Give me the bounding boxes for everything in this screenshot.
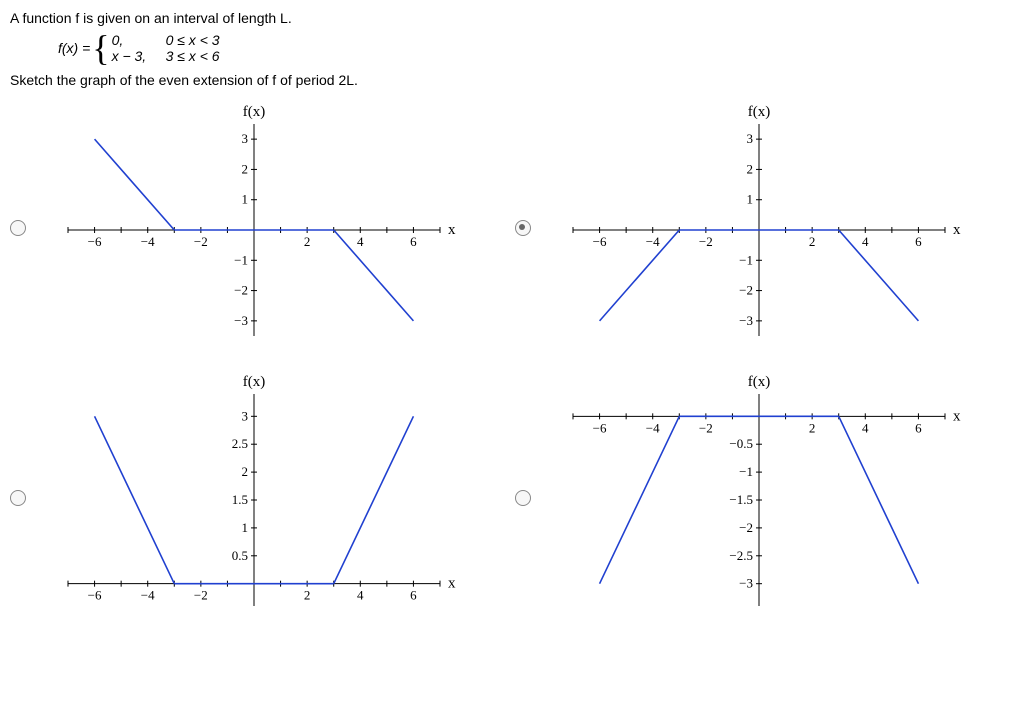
svg-text:−2: −2: [194, 234, 208, 249]
question-intro: A function f is given on an interval of …: [10, 10, 1014, 26]
svg-text:−1: −1: [739, 253, 753, 268]
function-definition: f(x) = { 0, 0 ≤ x < 3 x − 3, 3 ≤ x < 6: [58, 32, 1014, 64]
svg-text:−1: −1: [234, 253, 248, 268]
svg-text:−1.5: −1.5: [729, 492, 753, 507]
svg-text:−6: −6: [88, 234, 102, 249]
svg-text:6: 6: [915, 421, 922, 436]
fx-label: f(x) =: [58, 40, 90, 56]
svg-text:6: 6: [410, 234, 417, 249]
svg-text:6: 6: [410, 588, 417, 603]
svg-text:2.5: 2.5: [232, 437, 248, 452]
svg-text:3: 3: [242, 132, 249, 147]
svg-text:2: 2: [809, 421, 816, 436]
option-a[interactable]: −6 −4 −2 2 4 6 −3 −2 −1 1 2 3 f(x) x: [10, 98, 505, 358]
svg-text:1: 1: [242, 520, 249, 535]
svg-text:4: 4: [357, 234, 364, 249]
instruction-text: Sketch the graph of the even extension o…: [10, 72, 1014, 88]
svg-text:−4: −4: [141, 234, 155, 249]
svg-text:−3: −3: [739, 313, 753, 328]
svg-text:−4: −4: [141, 588, 155, 603]
svg-text:−6: −6: [593, 234, 607, 249]
case2-value: x − 3,: [112, 48, 166, 64]
svg-text:−2.5: −2.5: [729, 548, 753, 563]
svg-text:−2: −2: [699, 421, 713, 436]
svg-text:−4: −4: [646, 234, 660, 249]
options-grid: −6 −4 −2 2 4 6 −3 −2 −1 1 2 3 f(x) x −6 −4 −2 2 4 6 −3 −2 −1 1…: [10, 98, 1010, 628]
svg-text:−6: −6: [88, 588, 102, 603]
radio-c[interactable]: [10, 490, 26, 506]
option-b[interactable]: −6 −4 −2 2 4 6 −3 −2 −1 1 2 3 f(x) x: [515, 98, 1010, 358]
svg-text:f(x): f(x): [243, 374, 266, 390]
svg-text:0.5: 0.5: [232, 548, 248, 563]
svg-text:x: x: [953, 222, 961, 238]
plot-c: −6 −4 −2 2 4 6 0.5 1 1.5 2 2.5 3 f(x) x: [34, 368, 464, 628]
svg-text:x: x: [448, 576, 456, 592]
svg-text:−3: −3: [234, 313, 248, 328]
svg-text:2: 2: [304, 588, 311, 603]
svg-text:−3: −3: [739, 576, 753, 591]
svg-text:1: 1: [242, 192, 249, 207]
svg-text:1: 1: [747, 192, 754, 207]
svg-text:2: 2: [809, 234, 816, 249]
case1-condition: 0 ≤ x < 3: [166, 32, 220, 48]
option-c[interactable]: −6 −4 −2 2 4 6 0.5 1 1.5 2 2.5 3 f(x) x: [10, 368, 505, 628]
plot-a: −6 −4 −2 2 4 6 −3 −2 −1 1 2 3 f(x) x: [34, 98, 464, 358]
radio-b[interactable]: [515, 220, 531, 236]
svg-text:−6: −6: [593, 421, 607, 436]
case1-value: 0,: [112, 32, 166, 48]
radio-a[interactable]: [10, 220, 26, 236]
option-d[interactable]: −6 −4 −2 2 4 6 −3 −2.5 −2 −1.5 −1 −0.5 f(x) x: [515, 368, 1010, 628]
case2-condition: 3 ≤ x < 6: [166, 48, 220, 64]
svg-text:4: 4: [862, 234, 869, 249]
radio-d[interactable]: [515, 490, 531, 506]
svg-text:1.5: 1.5: [232, 492, 248, 507]
svg-text:−2: −2: [739, 520, 753, 535]
plot-b: −6 −4 −2 2 4 6 −3 −2 −1 1 2 3 f(x) x: [539, 98, 969, 358]
svg-text:6: 6: [915, 234, 922, 249]
svg-text:f(x): f(x): [748, 104, 771, 120]
svg-text:x: x: [953, 409, 961, 425]
svg-text:−2: −2: [234, 283, 248, 298]
svg-text:−2: −2: [194, 588, 208, 603]
svg-text:−4: −4: [646, 421, 660, 436]
brace-icon: {: [92, 32, 109, 64]
plot-d: −6 −4 −2 2 4 6 −3 −2.5 −2 −1.5 −1 −0.5 f(x) x: [539, 368, 969, 628]
svg-text:2: 2: [304, 234, 311, 249]
svg-text:x: x: [448, 222, 456, 238]
svg-text:3: 3: [747, 132, 754, 147]
svg-text:f(x): f(x): [748, 374, 771, 390]
svg-text:−0.5: −0.5: [729, 437, 753, 452]
svg-text:4: 4: [862, 421, 869, 436]
svg-text:−2: −2: [699, 234, 713, 249]
svg-text:2: 2: [242, 162, 249, 177]
svg-text:3: 3: [242, 409, 249, 424]
svg-text:2: 2: [242, 464, 249, 479]
svg-text:−2: −2: [739, 283, 753, 298]
svg-text:f(x): f(x): [243, 104, 266, 120]
svg-text:2: 2: [747, 162, 754, 177]
svg-text:4: 4: [357, 588, 364, 603]
svg-text:−1: −1: [739, 464, 753, 479]
